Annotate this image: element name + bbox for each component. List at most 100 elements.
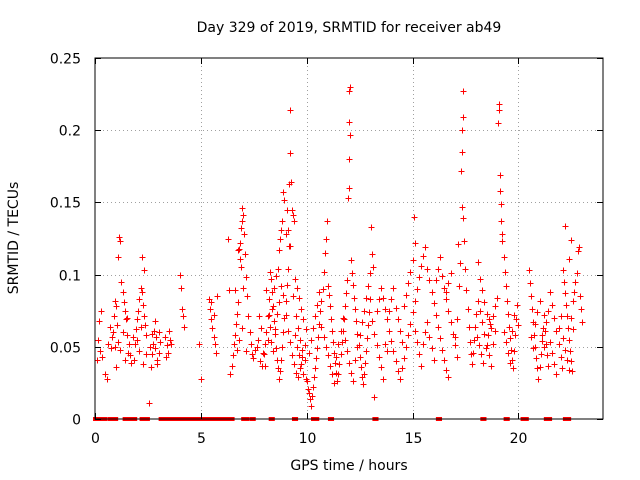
data-point	[543, 319, 550, 326]
data-point	[236, 246, 243, 253]
data-point	[535, 376, 542, 383]
data-point	[112, 298, 119, 305]
data-point	[214, 293, 221, 300]
data-point	[437, 254, 444, 261]
data-point	[386, 328, 393, 335]
data-point	[547, 339, 554, 346]
data-point	[262, 341, 269, 348]
data-point	[280, 189, 287, 196]
data-point	[407, 321, 414, 328]
data-point	[503, 283, 510, 290]
data-point	[499, 238, 506, 245]
data-point	[376, 296, 383, 303]
data-point	[142, 322, 149, 329]
data-point	[448, 270, 455, 277]
data-point	[530, 345, 537, 352]
data-point	[470, 350, 477, 357]
data-point	[527, 280, 534, 287]
data-point	[295, 325, 302, 332]
data-point	[380, 376, 387, 383]
data-point	[283, 312, 290, 319]
data-point	[287, 339, 294, 346]
data-point	[226, 287, 233, 294]
data-point	[269, 289, 276, 296]
data-point	[395, 368, 402, 375]
data-point	[439, 347, 446, 354]
data-point	[452, 334, 459, 341]
data-point	[558, 313, 565, 320]
data-point	[534, 309, 541, 316]
data-point	[572, 279, 579, 286]
data-point	[329, 328, 336, 335]
data-point	[269, 306, 276, 313]
y-tick-label: 0.1	[59, 269, 81, 285]
data-point	[249, 351, 256, 358]
data-point	[163, 354, 170, 361]
data-point	[378, 285, 385, 292]
data-point	[467, 339, 474, 346]
data-point	[314, 302, 321, 309]
data-point	[397, 376, 404, 383]
data-point	[213, 350, 220, 357]
data-point	[286, 181, 293, 188]
data-point	[505, 350, 512, 357]
data-point	[568, 315, 575, 322]
data-point	[140, 361, 147, 368]
data-point	[401, 355, 408, 362]
data-point	[274, 311, 281, 318]
data-point	[384, 348, 391, 355]
data-point	[328, 316, 335, 323]
data-point	[309, 393, 316, 400]
data-point	[113, 364, 120, 371]
data-point	[273, 273, 280, 280]
data-point	[181, 324, 188, 331]
data-point	[567, 348, 574, 355]
data-point	[386, 308, 393, 315]
data-point	[350, 378, 357, 385]
data-point	[553, 371, 560, 378]
data-point	[177, 272, 184, 279]
data-point	[167, 337, 174, 344]
data-point	[347, 132, 354, 139]
data-point	[232, 332, 239, 339]
data-point	[407, 269, 414, 276]
data-point	[297, 337, 304, 344]
data-point	[380, 295, 387, 302]
data-point	[196, 341, 203, 348]
data-point	[338, 351, 345, 358]
data-point	[441, 285, 448, 292]
data-point	[271, 285, 278, 292]
data-point	[488, 325, 495, 332]
data-point	[294, 285, 301, 292]
data-point	[443, 289, 450, 296]
data-point	[477, 276, 484, 283]
data-point	[472, 324, 479, 331]
data-point	[455, 241, 462, 248]
data-point	[338, 328, 345, 335]
data-point	[164, 342, 171, 349]
data-point	[490, 341, 497, 348]
data-point	[241, 231, 248, 238]
data-point	[480, 360, 487, 367]
data-point	[460, 215, 467, 222]
y-tick-label: 0.15	[50, 196, 81, 212]
data-point	[227, 371, 234, 378]
chart-title: Day 329 of 2019, SRMTID for receiver ab4…	[197, 20, 502, 36]
data-point	[234, 311, 241, 318]
data-point	[532, 321, 539, 328]
data-point	[123, 316, 130, 323]
data-point	[283, 231, 290, 238]
data-point	[325, 352, 332, 359]
data-point	[511, 348, 518, 355]
data-point	[439, 273, 446, 280]
data-point	[303, 326, 310, 333]
data-point	[569, 368, 576, 375]
data-point	[300, 371, 307, 378]
data-point	[466, 324, 473, 331]
data-point	[348, 370, 355, 377]
data-point	[551, 315, 558, 322]
data-point	[284, 207, 291, 214]
data-point	[547, 289, 554, 296]
data-point	[277, 368, 284, 375]
